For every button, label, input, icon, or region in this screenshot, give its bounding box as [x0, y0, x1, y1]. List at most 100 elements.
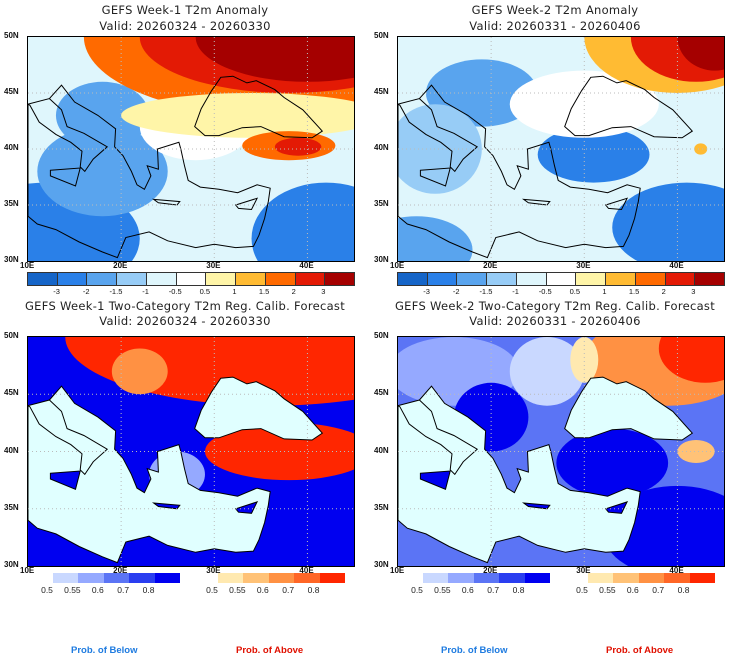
- y-tick-label: 40N: [374, 143, 389, 152]
- italy-coastline: [28, 98, 109, 173]
- anomaly-cold-region: [251, 182, 354, 261]
- cyprus-island: [604, 197, 629, 211]
- colorbar-swatch: [87, 273, 118, 285]
- colorbar-level-label: 0.5: [206, 585, 218, 595]
- colorbar-swatch: [295, 273, 326, 285]
- black-sea-coastline: [564, 376, 694, 441]
- colorbar-swatch: [78, 573, 104, 583]
- anomaly-cool-region: [37, 126, 168, 217]
- colorbar-level-label: -0.5: [538, 287, 552, 296]
- anomaly-warm-spot: [694, 143, 708, 155]
- colorbar-swatch: [695, 273, 725, 285]
- colorbar-level-label: 0.8: [512, 585, 525, 595]
- colorbar-level-label: 0.7: [487, 585, 500, 595]
- prob-below-region: [556, 428, 669, 498]
- x-tick-label: 40E: [299, 261, 314, 270]
- x-tick-label: 40E: [669, 566, 684, 575]
- anomaly-cold-region: [537, 126, 650, 183]
- black-sea-coastline: [194, 75, 324, 139]
- colorbar-swatch: [129, 573, 155, 583]
- y-tick-label: 30N: [374, 255, 389, 264]
- panel2-title: GEFS Week-2 T2m Anomaly: [471, 3, 639, 17]
- prob-above-region: [658, 337, 724, 383]
- colorbar-level-label: 0.55: [599, 585, 616, 595]
- colorbar-swatch: [325, 273, 355, 285]
- colorbar-swatch: [53, 573, 79, 583]
- colorbar-level-label: 0.5: [576, 585, 588, 595]
- colorbar-swatch: [265, 273, 296, 285]
- anomaly-neutral-region: [509, 70, 659, 138]
- y-tick-label: 35N: [374, 502, 389, 512]
- panel3-map: [27, 336, 355, 567]
- colorbar-level-label: 0.6: [626, 585, 639, 595]
- y-tick-label: 45N: [374, 87, 389, 96]
- x-tick-label: 20E: [113, 566, 128, 575]
- colorbar-swatch: [635, 273, 666, 285]
- colorbar-swatch: [243, 573, 269, 583]
- italy-coastline: [398, 399, 479, 476]
- panel2-subtitle: Valid: 20260331 - 20260406: [469, 19, 641, 33]
- colorbar-level-label: 0.7: [117, 585, 130, 595]
- y-tick-label: 40N: [4, 445, 19, 455]
- colorbar-swatch: [103, 573, 130, 583]
- black-sea-coastline: [564, 75, 694, 139]
- map-canvas: [398, 337, 724, 566]
- y-tick-label: 30N: [4, 255, 19, 264]
- y-tick-label: 40N: [374, 445, 389, 455]
- panel3-above-colorbar: [218, 573, 346, 583]
- y-tick-label: 45N: [374, 388, 389, 398]
- colorbar-level-label: 0.5: [569, 287, 581, 296]
- colorbar-level-label: 0.55: [64, 585, 81, 595]
- colorbar-level-label: 0.55: [229, 585, 246, 595]
- map-canvas: [398, 37, 724, 261]
- colorbar-level-label: 1.5: [258, 287, 270, 296]
- colorbar-swatch: [294, 573, 320, 583]
- x-tick-label: 40E: [299, 566, 314, 575]
- colorbar-level-label: 0.7: [652, 585, 665, 595]
- colorbar-level-label: 2: [291, 287, 296, 296]
- y-tick-label: 45N: [4, 87, 19, 96]
- colorbar-swatch: [473, 573, 500, 583]
- y-tick-label: 30N: [4, 560, 19, 569]
- panel3-below-label: Prob. of Below: [71, 645, 138, 656]
- x-tick-label: 20E: [483, 566, 498, 575]
- colorbar-level-label: 3: [321, 287, 326, 296]
- sicily-island: [419, 470, 451, 490]
- panel3-title: GEFS Week-1 Two-Category T2m Reg. Calib.…: [24, 299, 346, 313]
- anomaly-cool-region: [398, 104, 482, 194]
- panel1-map: [27, 36, 355, 262]
- colorbar-swatch: [638, 573, 665, 583]
- colorbar-swatch: [448, 573, 474, 583]
- sicily-island: [49, 470, 81, 490]
- colorbar-swatch: [524, 573, 551, 583]
- x-tick-label: 30E: [576, 566, 591, 575]
- anomaly-cool-region: [55, 81, 150, 149]
- panel1-title: GEFS Week-1 T2m Anomaly: [101, 3, 269, 17]
- colorbar-level-label: 0.6: [461, 585, 474, 595]
- colorbar-level-label: 0.6: [91, 585, 104, 595]
- panel4-map: [397, 336, 725, 567]
- colorbar-swatch: [398, 273, 428, 285]
- y-tick-label: 50N: [4, 31, 19, 40]
- colorbar-level-label: 0.8: [142, 585, 155, 595]
- anomaly-hot-region: [195, 37, 354, 82]
- x-tick-label: 10E: [390, 261, 405, 270]
- colorbar-swatch: [664, 573, 690, 583]
- y-tick-label: 35N: [4, 502, 19, 512]
- cyprus-island: [604, 501, 629, 514]
- y-tick-label: 50N: [4, 331, 19, 340]
- y-tick-label: 50N: [374, 31, 389, 40]
- anomaly-hot-region: [677, 37, 724, 71]
- x-tick-label: 20E: [113, 261, 128, 270]
- anomaly-cold-region: [612, 182, 724, 261]
- colorbar-level-label: 0.5: [199, 287, 211, 296]
- colorbar-level-label: 0.7: [282, 585, 295, 595]
- y-tick-label: 35N: [4, 199, 19, 208]
- panel2-map: [397, 36, 725, 262]
- y-tick-label: 35N: [374, 199, 389, 208]
- colorbar-swatch: [457, 273, 488, 285]
- black-sea-coastline: [194, 376, 324, 441]
- y-tick-label: 45N: [4, 388, 19, 398]
- panel2-colorbar: [397, 272, 725, 286]
- mediterranean-sea-coastline: [398, 84, 641, 259]
